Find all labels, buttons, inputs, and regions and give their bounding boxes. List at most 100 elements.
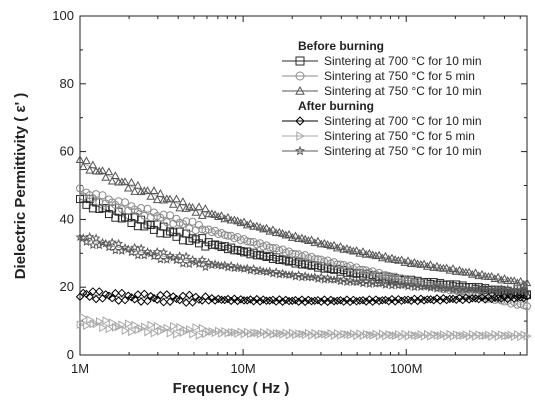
legend-label: Sintering at 700 °C for 10 min: [324, 114, 482, 128]
data-point: [497, 294, 506, 303]
data-point: [173, 329, 182, 339]
data-point: [166, 211, 175, 220]
legend-entry: Sintering at 700 °C for 10 min: [282, 114, 482, 128]
data-point: [133, 250, 143, 260]
y-tick-labels: 0 20 40 60 80 100: [52, 8, 74, 362]
data-point: [127, 177, 136, 186]
legend-entry: Sintering at 750 °C for 5 min: [282, 129, 475, 143]
legend-marker: [295, 56, 305, 66]
data-point: [152, 195, 162, 204]
tick-marks: [79, 15, 527, 356]
data-point: [509, 276, 519, 285]
data-point: [101, 238, 111, 248]
series-3: [75, 155, 532, 288]
data-point: [95, 317, 104, 326]
data-point: [490, 293, 500, 302]
series-line: [79, 320, 528, 337]
data-point: [352, 246, 361, 254]
data-point: [284, 229, 294, 238]
data-point: [445, 294, 455, 304]
data-point: [123, 183, 133, 192]
data-point: [297, 295, 307, 304]
data-point: [159, 297, 168, 307]
data-point: [220, 295, 229, 305]
legend-entry: Sintering at 750 °C for 5 min: [282, 69, 475, 83]
data-point: [172, 194, 181, 203]
y-tick-label: 20: [60, 279, 74, 294]
data-point: [76, 320, 85, 330]
data-point: [181, 298, 191, 307]
data-point: [165, 194, 175, 203]
data-point: [188, 203, 197, 211]
data-point: [252, 294, 262, 304]
data-point: [91, 294, 101, 304]
data-point: [455, 265, 464, 274]
legend-group-header: After burning: [298, 99, 374, 113]
data-point: [306, 272, 317, 282]
data-point: [181, 251, 191, 261]
data-point: [136, 297, 146, 306]
data-point: [149, 186, 159, 194]
data-point: [189, 329, 198, 339]
series-line: [79, 293, 528, 302]
data-point: [94, 166, 104, 175]
data-point: [201, 204, 210, 213]
data-point: [448, 264, 458, 272]
data-point: [265, 296, 274, 305]
data-point: [130, 242, 140, 252]
data-point: [329, 297, 339, 306]
data-point: [126, 247, 137, 257]
data-point: [310, 296, 319, 306]
data-point: [185, 290, 194, 300]
legend-label: Sintering at 750 °C for 10 min: [324, 144, 482, 158]
data-point: [307, 235, 316, 244]
data-point: [423, 295, 432, 304]
data-point: [162, 290, 172, 299]
data-point: [243, 237, 252, 246]
data-point: [98, 166, 107, 175]
x-tick-labels: 1M 10M 100M: [71, 361, 423, 376]
data-point: [75, 155, 85, 163]
data-point: [333, 296, 342, 305]
data-point: [477, 269, 487, 278]
data-point: [140, 289, 149, 299]
data-point: [181, 204, 191, 212]
data-point: [519, 293, 528, 303]
data-point: [114, 238, 124, 248]
data-point: [107, 293, 117, 303]
data-point: [168, 199, 178, 208]
data-point: [169, 321, 178, 331]
data-point: [85, 231, 95, 241]
data-point: [147, 320, 156, 330]
y-tick-label: 60: [60, 144, 74, 159]
data-point: [155, 254, 165, 264]
series-line: [79, 198, 528, 295]
data-point: [162, 255, 172, 264]
data-point: [143, 186, 152, 194]
data-point: [184, 259, 194, 269]
data-point: [262, 223, 271, 232]
x-axis-title: Frequency ( Hz ): [173, 380, 290, 397]
data-point: [98, 191, 107, 200]
y-tick-label: 0: [67, 347, 74, 362]
data-point: [91, 233, 101, 243]
data-point: [288, 296, 297, 306]
data-point: [464, 267, 474, 276]
data-layer: [75, 155, 532, 342]
data-point: [107, 176, 117, 185]
data-point: [188, 298, 197, 307]
legend-marker: [295, 71, 305, 81]
data-point: [143, 296, 152, 306]
data-point: [146, 191, 156, 200]
data-point: [329, 275, 339, 284]
data-point: [178, 291, 188, 301]
data-point: [313, 236, 323, 245]
legend-label: Sintering at 750 °C for 5 min: [324, 129, 475, 143]
data-point: [262, 296, 271, 305]
data-point: [516, 293, 525, 302]
data-point: [78, 162, 88, 171]
data-point: [85, 165, 94, 174]
data-point: [175, 251, 185, 260]
data-point: [243, 296, 252, 305]
data-point: [110, 245, 120, 255]
